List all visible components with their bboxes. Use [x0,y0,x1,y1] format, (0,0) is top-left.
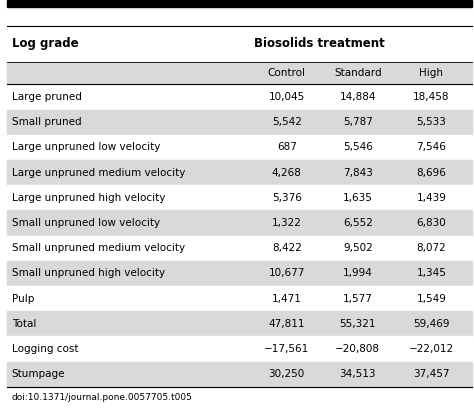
Text: 4,268: 4,268 [272,168,302,178]
Text: 1,994: 1,994 [343,268,373,278]
Text: Large pruned: Large pruned [12,92,82,102]
Text: 10,677: 10,677 [269,268,305,278]
Text: 14,884: 14,884 [339,92,376,102]
Text: Small unpruned medium velocity: Small unpruned medium velocity [12,243,185,253]
Bar [7,62,472,84]
Text: 1,577: 1,577 [343,294,373,304]
Text: Log grade: Log grade [12,37,79,50]
Text: 47,811: 47,811 [268,319,305,329]
Text: 5,376: 5,376 [272,193,302,203]
Bar [7,261,472,286]
Text: 5,546: 5,546 [343,142,373,152]
Text: doi:10.1371/journal.pone.0057705.t005: doi:10.1371/journal.pone.0057705.t005 [12,393,193,402]
Text: 9,502: 9,502 [343,243,373,253]
Bar [7,110,472,135]
Bar [7,84,472,110]
Text: 59,469: 59,469 [413,319,450,329]
Text: Total: Total [12,319,36,329]
Text: 10,045: 10,045 [269,92,305,102]
Text: −22,012: −22,012 [409,344,454,354]
Text: 8,072: 8,072 [417,243,446,253]
Bar [7,235,472,261]
Text: 6,552: 6,552 [343,218,373,228]
Text: −20,808: −20,808 [336,344,380,354]
Text: 5,542: 5,542 [272,117,302,127]
Text: 8,422: 8,422 [272,243,302,253]
Text: Large unpruned low velocity: Large unpruned low velocity [12,142,160,152]
Bar [7,160,472,185]
Text: 5,533: 5,533 [416,117,447,127]
Bar [7,135,472,160]
Text: Small unpruned high velocity: Small unpruned high velocity [12,268,165,278]
Text: Large unpruned high velocity: Large unpruned high velocity [12,193,165,203]
Text: Standard: Standard [334,68,382,78]
Text: −17,561: −17,561 [264,344,310,354]
Text: 1,439: 1,439 [416,193,447,203]
Text: High: High [419,68,443,78]
Text: Small pruned: Small pruned [12,117,82,127]
Text: 5,787: 5,787 [343,117,373,127]
Bar [7,185,472,210]
Text: 18,458: 18,458 [413,92,450,102]
Bar [7,311,472,337]
Text: 7,843: 7,843 [343,168,373,178]
Text: 8,696: 8,696 [416,168,447,178]
Bar [7,210,472,235]
Text: 34,513: 34,513 [339,369,376,379]
Bar [7,362,472,387]
Text: Small unpruned low velocity: Small unpruned low velocity [12,218,160,228]
Text: 37,457: 37,457 [413,369,450,379]
Bar [7,0,472,7]
Text: 1,471: 1,471 [272,294,302,304]
Bar [7,337,472,362]
Text: Large unpruned medium velocity: Large unpruned medium velocity [12,168,185,178]
Text: Stumpage: Stumpage [12,369,65,379]
Bar [7,286,472,311]
Text: 30,250: 30,250 [269,369,305,379]
Text: 1,635: 1,635 [343,193,373,203]
Text: Biosolids treatment: Biosolids treatment [254,37,384,50]
Text: Pulp: Pulp [12,294,34,304]
Text: Control: Control [268,68,306,78]
Text: 7,546: 7,546 [416,142,447,152]
Text: 1,345: 1,345 [416,268,447,278]
Text: 1,549: 1,549 [416,294,447,304]
Text: 687: 687 [277,142,297,152]
Text: Logging cost: Logging cost [12,344,78,354]
Text: 6,830: 6,830 [417,218,446,228]
Text: 55,321: 55,321 [339,319,376,329]
Text: 1,322: 1,322 [272,218,302,228]
